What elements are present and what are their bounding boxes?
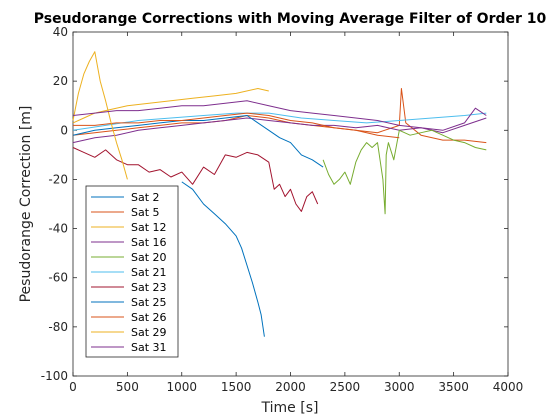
x-tick-label-4: 2000: [275, 380, 306, 394]
y-tick-label-1: -80: [48, 320, 68, 334]
x-tick-label-3: 1500: [221, 380, 252, 394]
y-tick-label-0: -100: [41, 369, 68, 383]
legend-label-9: Sat 26: [131, 311, 167, 324]
x-tick-label-8: 4000: [493, 380, 524, 394]
legend-label-7: Sat 23: [131, 281, 167, 294]
series-line-5: [322, 129, 487, 215]
x-tick-label-0: 0: [69, 380, 77, 394]
axis-ticks: 0 500 1000 1500 2000 2500 3000 3500 4000 -100 -80 -…: [41, 25, 524, 394]
legend-label-4: Sat 16: [131, 236, 167, 249]
x-tick-label-1: 500: [116, 380, 139, 394]
series-line-7: [72, 147, 319, 212]
legend-label-8: Sat 25: [131, 296, 167, 309]
series-line-10: [72, 51, 128, 180]
series-line-11: [72, 100, 487, 131]
series-lines: [72, 51, 487, 337]
x-tick-label-7: 3500: [438, 380, 469, 394]
legend: Sat 2 Sat 5 Sat 12 Sat 16 Sat 20 Sat 21 Sat 23…: [85, 185, 179, 358]
legend-label-3: Sat 12: [131, 221, 167, 234]
y-tick-label-6: 20: [53, 74, 68, 88]
legend-label-11: Sat 31: [131, 341, 167, 354]
legend-label-5: Sat 20: [131, 251, 167, 264]
y-tick-label-2: -60: [48, 271, 68, 285]
y-tick-label-3: -40: [48, 222, 68, 236]
x-tick-label-5: 2500: [330, 380, 361, 394]
y-tick-label-5: 0: [60, 123, 68, 137]
x-tick-label-2: 1000: [166, 380, 197, 394]
series-line-8: [72, 115, 324, 168]
legend-label-6: Sat 21: [131, 266, 167, 279]
series-line-6: [72, 112, 487, 131]
chart-title: Pseudorange Corrections with Moving Aver…: [34, 11, 547, 27]
series-line-4: [72, 117, 487, 144]
series-line-9: [73, 112, 400, 139]
legend-label-10: Sat 29: [131, 326, 167, 339]
x-axis-label: Time [s]: [261, 400, 319, 416]
y-tick-label-7: 40: [53, 25, 68, 39]
y-axis-label: Pesudorange Correction [m]: [18, 106, 34, 303]
legend-label-1: Sat 2: [131, 191, 160, 204]
series-line-1: [181, 181, 265, 337]
y-tick-label-4: -20: [48, 172, 68, 186]
legend-label-2: Sat 5: [131, 206, 160, 219]
series-line-3: [72, 88, 269, 124]
x-tick-label-6: 3000: [384, 380, 415, 394]
